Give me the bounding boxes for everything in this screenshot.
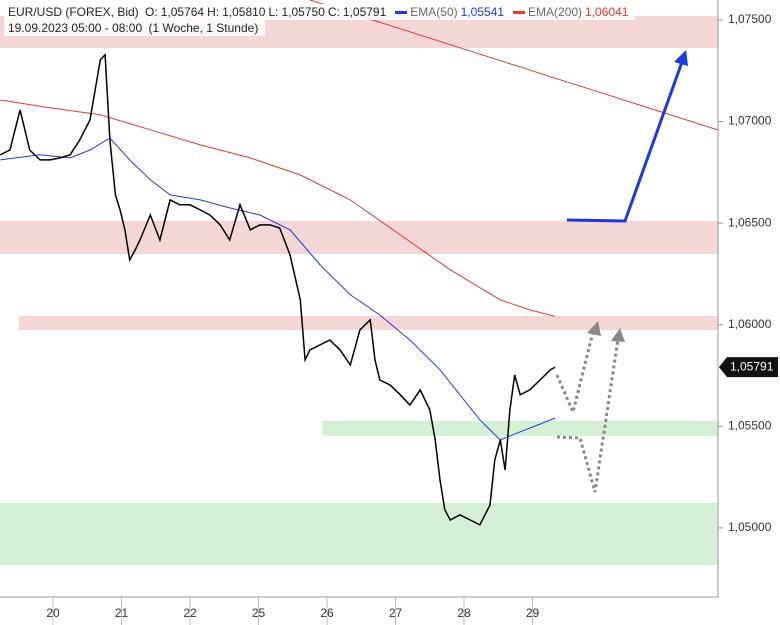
y-tick-label: 1,05500 xyxy=(728,418,772,432)
zones xyxy=(0,15,718,565)
ohlc-value: 1,05750 xyxy=(281,5,325,19)
series-line xyxy=(0,53,556,526)
arrow-head xyxy=(611,328,625,342)
blue-arrow xyxy=(566,61,684,223)
series-line xyxy=(0,137,556,441)
x-tick-label: 27 xyxy=(389,606,403,620)
legend-value: 1,06041 xyxy=(585,5,629,19)
price-tag-label: 1,05791 xyxy=(730,359,774,373)
arrow-head xyxy=(674,50,688,66)
y-tick-label: 1,05000 xyxy=(728,520,772,534)
x-tick-label: 26 xyxy=(320,606,334,620)
symbol: EUR/USD (FOREX, Bid) xyxy=(8,5,139,19)
header-row: EUR/USD (FOREX, Bid) O: 1,05764 H: 1,05810 L… xyxy=(4,4,636,20)
x-tick-label: 28 xyxy=(457,606,471,620)
legend-swatch xyxy=(395,11,408,15)
zone xyxy=(0,220,718,254)
x-tick-label: 29 xyxy=(526,606,540,620)
zone xyxy=(322,420,718,436)
lines xyxy=(0,53,556,526)
ohlc-label: H: xyxy=(207,5,220,19)
x-tick-label: 25 xyxy=(252,606,266,620)
x-tick-label: 20 xyxy=(46,606,60,620)
ohlc-label: L: xyxy=(268,5,279,19)
y-tick-label: 1,06500 xyxy=(728,215,772,229)
header: EUR/USD (FOREX, Bid) O: 1,05764 H: 1,05810 L… xyxy=(4,4,636,36)
y-tick-label: 1,07500 xyxy=(728,12,772,26)
legend-value: 1,05541 xyxy=(460,5,505,19)
trend-line xyxy=(309,0,719,131)
legend-swatch xyxy=(513,11,526,15)
ohlc-label: O: xyxy=(145,5,158,19)
header-row: 19.09.2023 05:00 - 08:00 (1 Woche, 1 Stu… xyxy=(4,20,266,36)
gray-arrow xyxy=(556,338,620,493)
price-tag xyxy=(719,357,778,378)
ohlc-value: 1,05764 xyxy=(160,5,205,19)
legend-name: EMA(50) xyxy=(410,5,458,19)
legend-name: EMA(200) xyxy=(528,5,583,19)
x-tick-label: 22 xyxy=(183,606,197,620)
y-tick-label: 1,07000 xyxy=(728,114,772,128)
x-tick-label: 21 xyxy=(115,606,129,620)
period: (1 Woche, 1 Stunde) xyxy=(148,21,259,35)
y-tick-label: 1,06000 xyxy=(728,317,772,331)
zone xyxy=(0,502,718,565)
projection-arrows xyxy=(555,50,688,493)
series-line xyxy=(0,99,556,317)
arrow-head xyxy=(587,321,601,336)
ohlc-label: C: xyxy=(327,5,340,19)
zone xyxy=(18,315,718,330)
ohlc-value: 1,05810 xyxy=(222,5,266,19)
ohlc-value: 1,05791 xyxy=(342,5,387,19)
gray-arrow xyxy=(555,331,595,417)
date: 19.09.2023 05:00 - 08:00 xyxy=(8,21,143,35)
